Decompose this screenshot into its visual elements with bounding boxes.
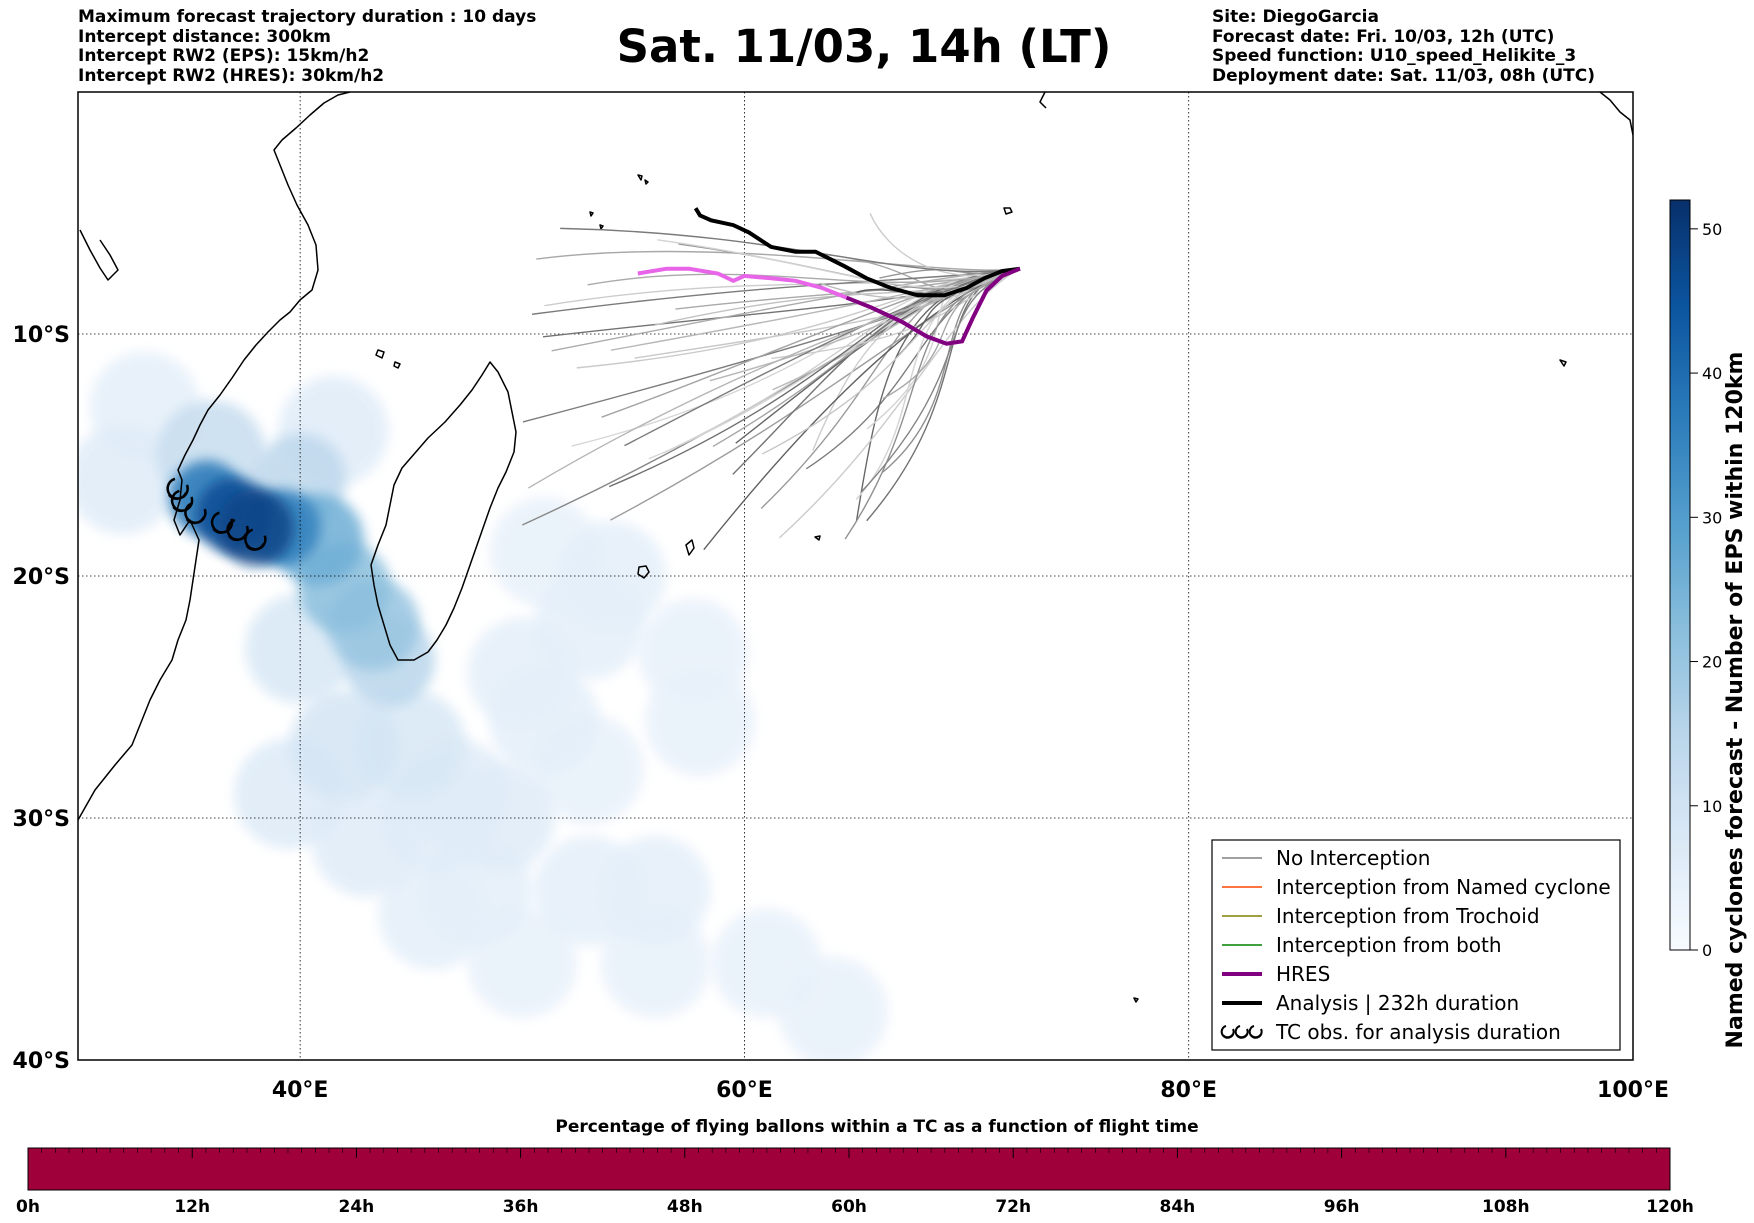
lon-tick-label: 80°E <box>1160 1078 1217 1103</box>
timebar-tick-label: 96h <box>1324 1197 1360 1217</box>
lat-tick-label: 30°S <box>13 807 70 832</box>
header-right-line: Deployment date: Sat. 11/03, 08h (UTC) <box>1212 65 1596 86</box>
lon-tick-label: 60°E <box>716 1078 773 1103</box>
header-right-line: Speed function: U10_speed_Helikite_3 <box>1212 46 1577 66</box>
eps-trajectory <box>560 227 1020 273</box>
cyclone-density-layer <box>78 351 889 1060</box>
map-frame <box>77 91 1634 1061</box>
lon-tick-label: 40°E <box>272 1078 329 1103</box>
timebar-tick-label: 84h <box>1160 1197 1196 1217</box>
comoros-islands <box>375 349 401 369</box>
arabia-coast <box>1599 92 1633 136</box>
density-blob <box>778 956 889 1060</box>
colorbar-label: Named cyclones forecast - Number of EPS … <box>1723 352 1748 1049</box>
red-sea-coast <box>79 229 119 281</box>
legend-box <box>1211 839 1621 1051</box>
eps-trajectory <box>571 267 1020 447</box>
density-blob <box>378 859 489 970</box>
diego-garcia-atoll <box>1003 207 1013 215</box>
analysis-trajectory <box>693 207 1021 298</box>
density-blob <box>217 489 294 566</box>
header-left-info: Maximum forecast trajectory duration : 1… <box>78 7 537 86</box>
timebar-tick-label: 72h <box>995 1197 1031 1217</box>
indonesia-islands <box>1039 92 1567 1003</box>
header-left-line: Intercept RW2 (HRES): 30km/h2 <box>78 65 385 86</box>
timebar-title: Percentage of flying ballons within a TC… <box>555 1117 1199 1137</box>
density-blob <box>638 598 749 709</box>
eps-trajectory <box>610 268 1021 521</box>
eps-trajectory <box>536 250 1020 271</box>
legend-label: Interception from both <box>1276 933 1502 957</box>
density-blob <box>445 763 556 873</box>
colorbar-tick-label: 50 <box>1702 220 1722 239</box>
reunion-island <box>637 565 650 579</box>
legend-label: Analysis | 232h duration <box>1276 991 1519 1015</box>
timebar-tick-label: 108h <box>1482 1197 1530 1217</box>
timebar-tick-label: 24h <box>339 1197 375 1217</box>
colorbar-tick-label: 30 <box>1702 508 1722 527</box>
legend-items: No Interception Interception from Named c… <box>1220 846 1611 1044</box>
tc-observations <box>166 477 267 551</box>
legend-label: No Interception <box>1276 846 1430 870</box>
header-left-line: Maximum forecast trajectory duration : 1… <box>78 7 537 27</box>
density-blob <box>289 690 400 801</box>
density-colorbar: 0 10 20 30 40 50 Named cyclones forecast - Nu… <box>1669 199 1748 1049</box>
lat-tick-label: 40°S <box>13 1049 70 1074</box>
tc-obs-symbol <box>244 528 267 551</box>
madagascar-coastline <box>370 361 517 661</box>
timebar-tick-label: 12h <box>174 1197 210 1217</box>
colorbar-gradient <box>1669 199 1691 951</box>
timebar-ticks: 0h 12h 24h 36h 48h 60h 72h 84h 96h 108h 120h <box>16 1148 1694 1217</box>
latitude-axis: 10°S 20°S 30°S 40°S <box>13 323 70 1074</box>
longitude-axis: 40°E 60°E 80°E 100°E <box>272 1078 1669 1103</box>
eps-trajectory <box>587 267 1021 286</box>
coastlines <box>78 92 1633 1003</box>
legend-label: TC obs. for analysis duration <box>1275 1020 1561 1044</box>
eps-trajectory <box>882 268 1021 400</box>
colorbar-tick-label: 20 <box>1702 653 1722 672</box>
map-legend: No Interception Interception from Named c… <box>1211 839 1621 1051</box>
timebar-tick-label: 120h <box>1646 1197 1694 1217</box>
tc-percentage-timebar: 0h 12h 24h 36h 48h 60h 72h 84h 96h 108h 120h <box>16 1147 1694 1217</box>
rodrigues-island <box>814 535 821 541</box>
hres-trajectory-early <box>845 266 1021 346</box>
colorbar-tick-label: 40 <box>1702 364 1722 383</box>
lon-tick-label: 100°E <box>1597 1078 1669 1103</box>
legend-cyclone-icon <box>1234 1025 1249 1039</box>
eps-trajectory <box>778 268 1021 539</box>
density-blob <box>600 835 711 946</box>
legend-label: Interception from Trochoid <box>1276 904 1540 928</box>
header-left-line: Intercept distance: 300km <box>78 26 331 47</box>
tc-obs-symbol <box>184 501 207 525</box>
timebar-tick-label: 0h <box>16 1197 40 1217</box>
colorbar-tick-label: 0 <box>1702 941 1712 960</box>
map-title: Sat. 11/03, 14h (LT) <box>616 20 1112 73</box>
density-blob <box>78 424 178 535</box>
tc-obs-symbol <box>210 511 234 534</box>
timebar-tick-label: 60h <box>831 1197 867 1217</box>
density-blob <box>467 617 578 728</box>
lat-tick-label: 20°S <box>13 565 70 590</box>
timebar-tick-label: 48h <box>667 1197 703 1217</box>
colorbar-tick-label: 10 <box>1702 797 1722 816</box>
legend-label: HRES <box>1276 962 1330 986</box>
legend-cyclone-icon <box>1248 1025 1263 1039</box>
lat-tick-label: 10°S <box>13 323 70 348</box>
header-left-line: Intercept RW2 (EPS): 15km/h2 <box>78 46 370 66</box>
timebar-tick-label: 36h <box>503 1197 539 1217</box>
header-right-line: Site: DiegoGarcia <box>1212 7 1379 27</box>
africa-coastline <box>78 92 351 821</box>
header-right-info: Site: DiegoGarcia Forecast date: Fri. 10… <box>1212 7 1596 86</box>
header-right-line: Forecast date: Fri. 10/03, 12h (UTC) <box>1212 26 1555 47</box>
seychelles-islands <box>589 174 649 230</box>
colorbar-ticks: 0 10 20 30 40 50 <box>1690 220 1722 960</box>
legend-cyclone-icon <box>1220 1025 1235 1039</box>
mauritius-island <box>685 539 695 556</box>
legend-label: Interception from Named cyclone <box>1276 875 1611 899</box>
